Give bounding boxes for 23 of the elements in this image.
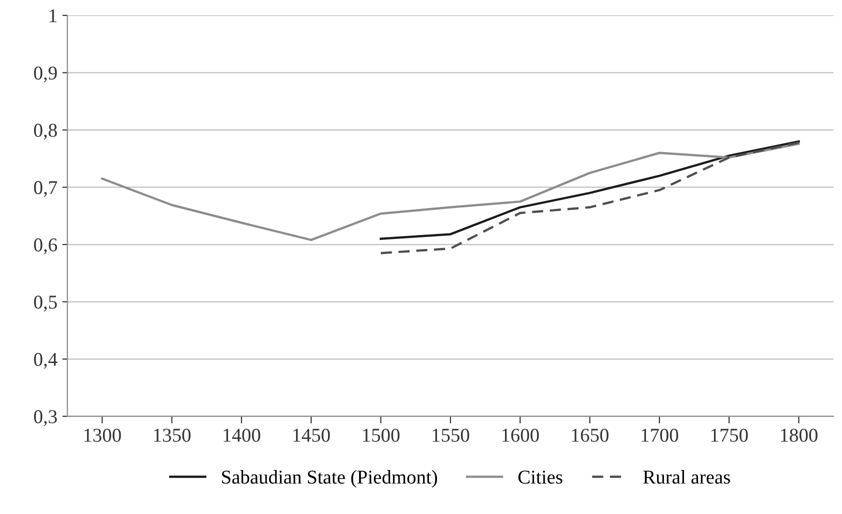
y-tick-label: 0,3: [34, 410, 57, 426]
x-tick-label: 1300: [84, 428, 121, 442]
y-tick-label: 0,7: [34, 181, 58, 197]
x-tick-label: 1700: [642, 428, 678, 442]
x-tick-label: 1350: [154, 428, 191, 442]
legend-label: Rural areas: [643, 470, 730, 484]
y-tick-label: 1: [50, 9, 56, 22]
legend-label: Cities: [518, 470, 562, 484]
x-tick-label: 1450: [293, 428, 330, 442]
x-tick-label: 1600: [502, 428, 539, 442]
y-tick-label: 0,8: [34, 124, 57, 140]
y-tick-label: 0,9: [34, 66, 57, 82]
x-tick-label: 1400: [224, 428, 260, 442]
x-tick-label: 1750: [711, 428, 748, 442]
x-tick-label: 1550: [432, 428, 470, 442]
y-tick-label: 0,6: [34, 238, 58, 254]
x-tick-label: 1800: [781, 428, 818, 442]
legend-label: Sabaudian State (Piedmont): [222, 470, 438, 488]
x-tick-label: 1500: [363, 428, 400, 442]
y-tick-label: 0,5: [34, 296, 57, 312]
x-tick-label: 1650: [572, 428, 608, 442]
line-series: [101, 142, 800, 242]
y-tick-label: 0,4: [34, 352, 58, 369]
